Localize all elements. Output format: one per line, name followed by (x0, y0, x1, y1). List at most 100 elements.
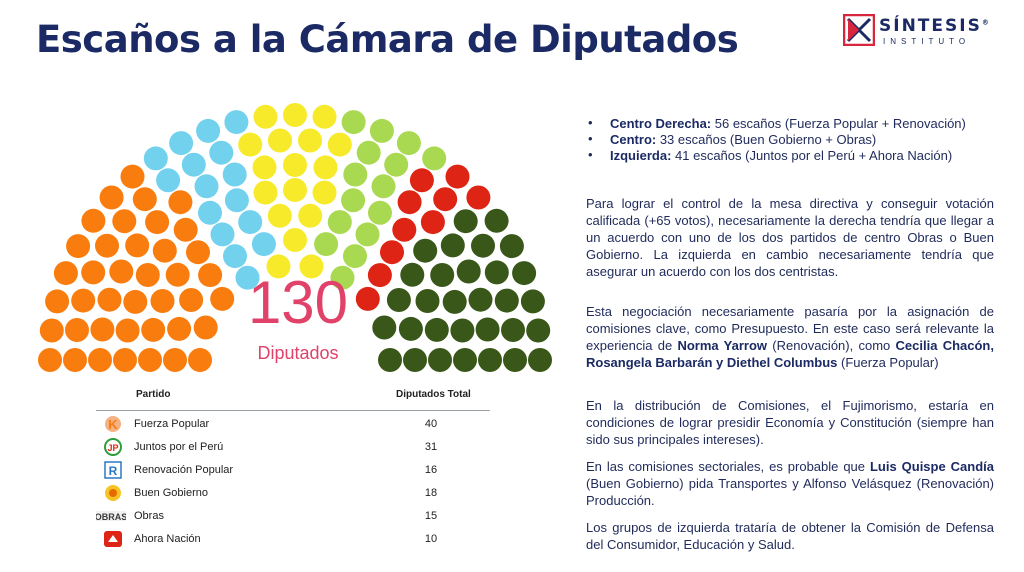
seat (343, 244, 367, 269)
seat (88, 348, 112, 372)
seat (453, 209, 478, 234)
party-name: Renovación Popular (134, 464, 234, 476)
seat (384, 152, 409, 177)
seat (392, 217, 417, 242)
seat (99, 185, 124, 210)
seat (341, 188, 366, 213)
seat (430, 263, 455, 287)
seat (468, 287, 493, 312)
seat (251, 232, 276, 257)
party-seats: 31 (424, 441, 438, 453)
seat (398, 316, 423, 341)
paragraph-sectoriales: En las comisiones sectoriales, es probab… (586, 459, 995, 508)
seat (484, 260, 509, 285)
seat (283, 228, 307, 252)
seat (298, 203, 323, 228)
party-seats: 15 (424, 510, 438, 522)
seat (368, 200, 392, 225)
seat (440, 233, 465, 258)
seat (39, 318, 64, 343)
bloc-summary-list: • Centro Derecha: 56 escaños (Fuerza Popu… (586, 115, 994, 164)
seat (283, 153, 307, 177)
seat (173, 217, 198, 242)
seat-total: 130 (247, 269, 349, 336)
bullet-icon: • (588, 115, 593, 130)
list-item: • Izquierda: 41 escaños (Juntos por el Pe… (588, 147, 953, 163)
party-seats: 10 (424, 533, 438, 545)
seat (355, 222, 380, 247)
seat (169, 131, 194, 156)
seat (238, 210, 263, 235)
seat (223, 244, 247, 269)
seat (503, 348, 527, 372)
party-name: Ahora Nación (134, 533, 201, 545)
seat (120, 164, 145, 189)
seat (415, 289, 440, 313)
paragraph-mesa-directiva: Para lograr el control de la mesa direct… (586, 196, 994, 279)
party-name: Juntos por el Perú (134, 441, 224, 453)
seat (210, 222, 235, 247)
seat (422, 146, 447, 171)
table-row: Buen Gobierno 18 (96, 483, 490, 505)
party-name: Buen Gobierno (134, 487, 208, 499)
seat (512, 261, 537, 286)
seat (420, 210, 445, 235)
seat (396, 131, 421, 156)
seat (409, 168, 434, 193)
hemicycle-chart (38, 103, 552, 372)
paragraph-comisiones: En la distribución de Comisiones, el Fuj… (586, 398, 994, 447)
seat (145, 210, 170, 235)
seat (71, 288, 96, 313)
seat (238, 132, 263, 157)
seat (95, 233, 119, 258)
seat (380, 240, 404, 265)
party-name: Fuerza Popular (134, 418, 210, 430)
seat (433, 187, 458, 212)
seat (494, 288, 519, 313)
seat (163, 348, 187, 372)
seat (456, 259, 481, 284)
sintesis-logo: SÍNTESIS® INSTITUTO (843, 14, 993, 50)
seat (196, 118, 221, 143)
seat (299, 254, 324, 279)
table-row: R Renovación Popular 16 (96, 460, 490, 482)
party-seats: 18 (424, 487, 438, 499)
renovacion-popular-logo-icon: R (104, 461, 122, 479)
seat (235, 265, 260, 290)
party-name: Obras (134, 510, 164, 522)
seat (453, 348, 477, 372)
list-item: • Centro: 33 escaños (Buen Gobierno + Obr… (588, 131, 877, 147)
paragraph-izquierda: Los grupos de izquierda trataría de obte… (586, 520, 994, 552)
seat (428, 348, 452, 372)
seat-total-label: Diputados (257, 343, 339, 363)
seat (298, 128, 322, 153)
bullet-icon: • (588, 131, 593, 146)
seat (330, 265, 355, 290)
paragraph-negociacion: Esta negociación necesariamente pasaría … (586, 304, 994, 370)
seat (252, 155, 277, 180)
seat (152, 238, 177, 263)
seat (413, 238, 438, 263)
seat (499, 234, 524, 259)
seat (81, 208, 106, 233)
seat (113, 348, 137, 372)
seat (38, 348, 62, 372)
seat (312, 104, 337, 129)
table-row: Ahora Nación 10 (96, 529, 490, 551)
seat (371, 174, 396, 199)
seat (63, 348, 87, 372)
seat (132, 187, 157, 212)
svg-text:R: R (109, 464, 118, 478)
list-item: • Centro Derecha: 56 escaños (Fuerza Popu… (588, 115, 966, 131)
header-party: Partido (136, 389, 171, 400)
seat (526, 318, 551, 343)
buen-gobierno-logo-icon (105, 485, 121, 501)
seat (520, 289, 545, 314)
seat (424, 317, 449, 342)
seat (283, 178, 307, 202)
bullet-icon: • (588, 147, 593, 162)
seat (90, 317, 115, 342)
sintesis-logo-icon (843, 14, 875, 46)
page-title: Escaños a la Cámara de Diputados (36, 18, 739, 61)
seat (45, 289, 70, 314)
